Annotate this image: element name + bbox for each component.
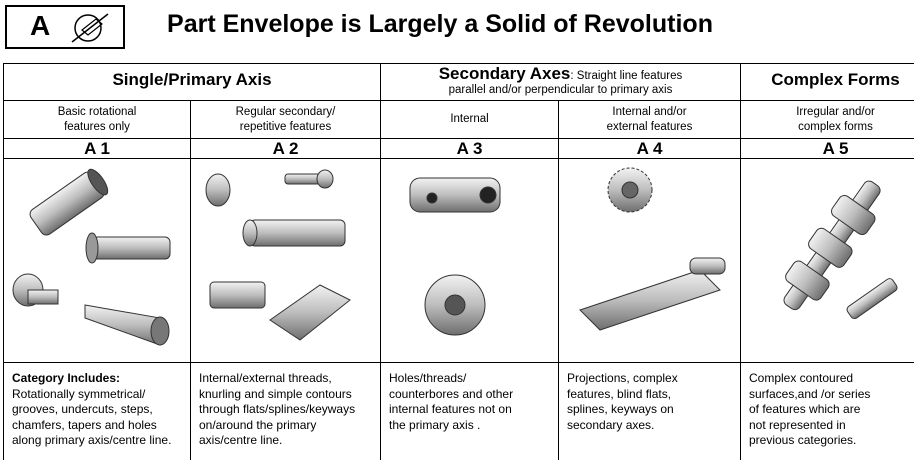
image-cell [3, 158, 190, 362]
description-line: along primary axis/centre line. [12, 433, 172, 447]
description-line: on/around the primary [199, 417, 317, 432]
code-cell: A 5 [740, 138, 914, 158]
description-line: splines, keyways on [567, 402, 674, 416]
description-line: Projections, complex [567, 371, 678, 385]
column-code: A 4 [636, 139, 663, 158]
column-code: A 5 [822, 139, 849, 158]
description-cell: Internal/external threads, knurling and s… [190, 362, 380, 460]
description-line: counterbores and other [389, 386, 514, 401]
code-cell: A 2 [190, 138, 380, 158]
description-line: Holes/threads/ [389, 371, 467, 385]
image-cell [380, 158, 558, 362]
group-subtitle: : Straight line features [570, 70, 683, 82]
group-title-line: Secondary Axes: Straight line features [381, 64, 740, 83]
icon [71, 13, 109, 43]
group-title-line: Single/Primary Axis [4, 70, 380, 89]
description-line: grooves, undercuts, steps, [12, 402, 153, 416]
description-line: knurling and simple contours [199, 386, 352, 401]
column-code: A 2 [272, 139, 299, 158]
image-cell [558, 158, 740, 362]
subheader: Basic rotational [57, 105, 137, 118]
code-cell: A 1 [3, 138, 190, 158]
subheader: external features [606, 120, 693, 133]
description-line: Internal/external threads, [199, 371, 332, 385]
description-line: internal features not on [389, 402, 512, 416]
subheader-cell: Regular secondary/repetitive features [190, 100, 380, 138]
description-line: previous categories. [749, 433, 857, 447]
subheader-cell: Internal [380, 100, 558, 138]
group-subtitle: parallel and/or perpendicular to primary… [448, 84, 673, 96]
description-line: Complex contoured [749, 371, 854, 385]
image-cell [740, 158, 914, 362]
group-title: Single/Primary Axis [112, 70, 272, 89]
subheader-cell: Internal and/or external features [558, 100, 740, 138]
description-title: Category Includes: [12, 371, 121, 385]
description-line: Rotationally symmetrical/ [12, 386, 146, 401]
description-line: not represented in [749, 417, 846, 432]
description-cell: Projections, complex features, blind flat… [558, 362, 740, 460]
description-line: surfaces,and /or series [749, 386, 871, 401]
group-header: Complex Forms [740, 63, 914, 100]
group-header: Single/Primary Axis [3, 63, 380, 100]
description-line: secondary axes. [567, 417, 655, 432]
subheader: complex forms [798, 120, 873, 133]
code-box [5, 5, 125, 49]
code-cell: A 3 [380, 138, 558, 158]
subheader: Irregular and/or [796, 105, 875, 118]
description-cell: Category Includes: Rotationally symmetric… [3, 362, 190, 460]
subheader-cell: Irregular and/or complex forms [740, 100, 914, 138]
group-title: Secondary Axes [438, 64, 571, 83]
subheader: Regular secondary/ [235, 105, 336, 118]
subheader: Internal and/or [612, 105, 687, 118]
group-title-line: Complex Forms [741, 70, 914, 89]
description-line: chamfers, tapers and holes [12, 417, 157, 432]
group-title: Complex Forms [771, 70, 900, 89]
column-code: A 1 [84, 139, 110, 158]
code-cell: A 4 [558, 138, 740, 158]
description-line: of features which are [749, 402, 861, 416]
group-header: Secondary Axes: Straight line features pa… [380, 63, 740, 100]
description-line: features, blind flats, [567, 386, 672, 401]
description-line: the primary axis . [389, 417, 481, 432]
description-cell: Complex contoured surfaces,and /or series… [740, 362, 914, 460]
code-letter: A [30, 10, 51, 41]
subheader-cell: Basic rotational features only [3, 100, 190, 138]
description-line: through flats/splines/keyways [199, 402, 356, 416]
subheader: Internal [450, 113, 489, 125]
description-cell: Holes/threads/counterbores and other inte… [380, 362, 558, 460]
image-cell [190, 158, 380, 362]
page-title: Part Envelope is Largely a Solid of Revo… [167, 10, 713, 38]
subheader: repetitive features [239, 120, 332, 133]
description-line: axis/centre line. [199, 433, 283, 447]
subheader: features only [64, 120, 130, 133]
column-code: A 3 [456, 139, 483, 158]
